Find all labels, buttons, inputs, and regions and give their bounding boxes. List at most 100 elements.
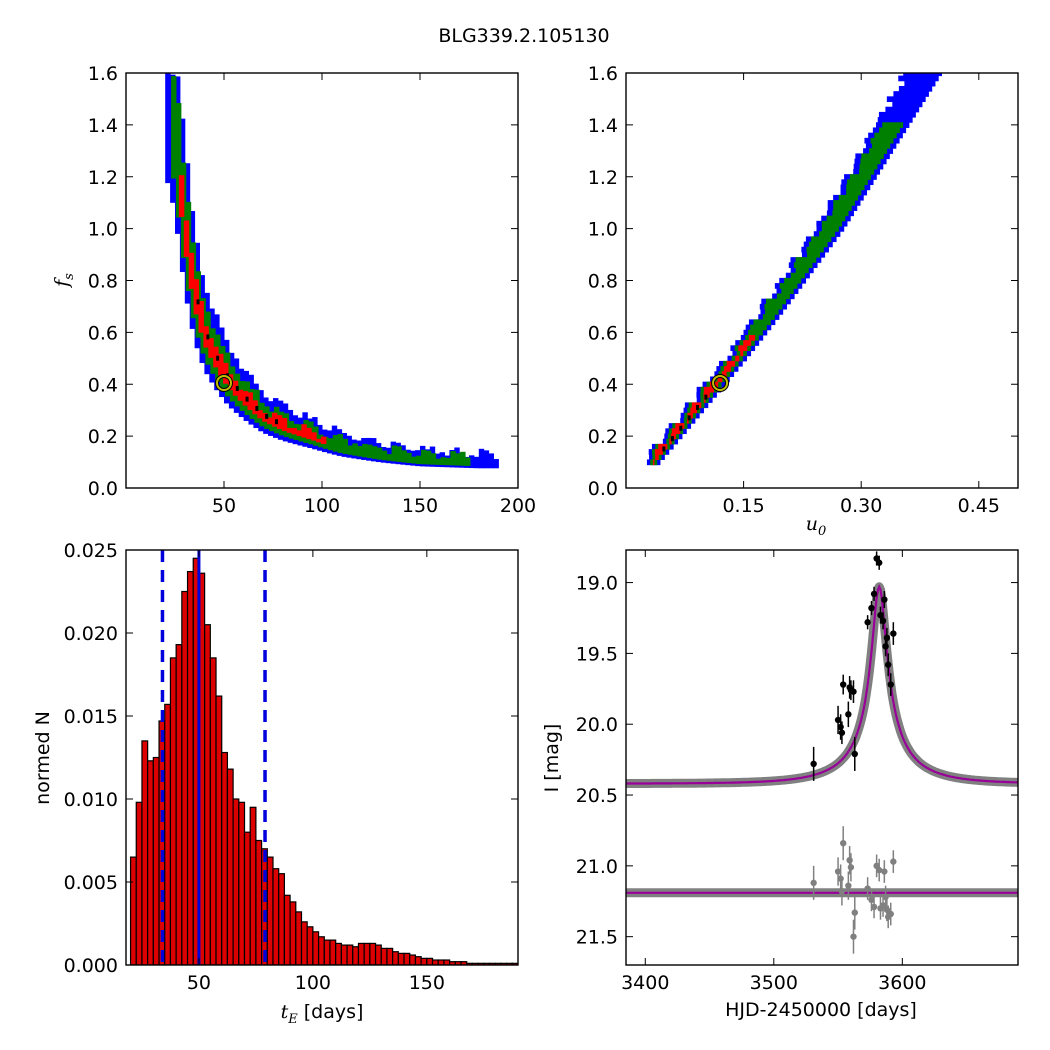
tE-histogram-xtick-label: 100: [295, 972, 331, 994]
residual-point: [845, 882, 852, 889]
fs-vs-tE-cell: [198, 300, 204, 333]
fs-vs-u0-cell: [859, 168, 875, 175]
fs-vs-u0-ytick-label: 1.4: [588, 115, 618, 137]
histogram-bar: [289, 901, 297, 965]
lightcurve-ytick-label: 19.5: [576, 643, 618, 665]
fs-vs-u0-ytick-label: 1.6: [588, 63, 618, 85]
fs-vs-tE-cell: [488, 453, 494, 469]
histogram-bar: [420, 957, 428, 965]
residual-point: [882, 893, 889, 901]
fs-vs-tE-cell: [193, 279, 200, 315]
histogram-bar: [186, 570, 194, 965]
histogram-bar: [437, 959, 445, 965]
fs-vs-tE-ytick-label: 0.4: [88, 374, 118, 396]
fs-vs-u0-cell: [869, 148, 888, 154]
fs-vs-tE-ytick-label: 0.6: [88, 322, 118, 344]
fs-vs-tE-xtick-label: 100: [304, 495, 340, 517]
fs-vs-tE-cell: [311, 432, 317, 441]
residual-point: [890, 858, 897, 865]
fs-vs-tE-cell: [291, 428, 298, 435]
data-point: [851, 750, 858, 758]
fs-vs-tE-cell: [281, 417, 288, 432]
histogram-bar: [152, 756, 160, 965]
fs-vs-u0-cell: [686, 417, 689, 424]
fs-vs-tE-cell: [425, 450, 432, 465]
lightcurve-ytick-label: 21.0: [576, 856, 618, 878]
fs-vs-u0-cell: [740, 350, 744, 357]
fs-vs-tE-cell: [411, 456, 417, 464]
histogram-bar: [272, 868, 280, 965]
tE-histogram-ytick-label: 0.005: [64, 872, 118, 894]
residual-point: [834, 868, 842, 875]
residual-point: [838, 888, 846, 895]
fs-vs-u0-black-cell: [670, 436, 674, 442]
fs-vs-tE-best-fit-ring: [216, 374, 232, 391]
fs-vs-u0-cell: [721, 371, 727, 377]
fs-vs-tE-cell: [208, 338, 214, 358]
fs-vs-u0-xtick-label: 0.30: [840, 495, 882, 517]
fs-vs-u0-cell: [898, 85, 933, 92]
fs-vs-tE-cell: [352, 443, 358, 456]
data-point: [864, 619, 871, 626]
fs-vs-tE-cell: [218, 353, 224, 376]
histogram-bar: [369, 942, 377, 965]
histogram-bar: [204, 624, 211, 965]
fs-vs-tE-ytick-label: 1.4: [88, 115, 118, 137]
data-point: [838, 729, 846, 736]
data-point: [890, 630, 897, 637]
fs-vs-tE-cell: [445, 457, 451, 466]
fs-vs-tE-cell: [213, 346, 219, 368]
fs-vs-u0-cell: [859, 163, 878, 170]
fs-vs-tE-black-cell: [235, 385, 239, 391]
fs-vs-tE-cell: [401, 450, 407, 463]
fs-vs-u0-cell: [743, 340, 752, 346]
fs-vs-tE-xtick-label: 150: [402, 495, 438, 517]
fs-vs-u0-cell: [703, 386, 714, 393]
fs-vs-u0-cell: [654, 449, 664, 455]
data-point: [834, 716, 842, 724]
lightcurve-ytick-label: 20.5: [576, 785, 618, 807]
tE-histogram-ytick-label: 0.020: [64, 623, 118, 645]
histogram-bar: [226, 768, 234, 965]
histogram-bar: [357, 942, 365, 965]
fs-vs-tE-cell: [178, 175, 185, 218]
fs-vs-u0-cell: [874, 132, 897, 139]
fs-vs-tE-cell: [242, 391, 249, 406]
fs-vs-tE-cell: [416, 455, 422, 465]
fs-vs-u0-cell: [655, 454, 659, 460]
histogram-bar: [397, 952, 405, 965]
fs-vs-u0-cell: [898, 75, 939, 82]
residual-point: [887, 910, 894, 918]
fs-vs-u0-cell: [762, 314, 775, 320]
fs-vs-tE-cell: [327, 438, 334, 451]
tE-histogram-ytick-label: 0.010: [64, 789, 118, 811]
histogram-bar: [300, 921, 308, 965]
fs-vs-tE-black-cell: [196, 299, 200, 305]
histogram-bar: [243, 831, 251, 965]
histogram-bar: [409, 954, 417, 965]
residual-point: [851, 909, 858, 916]
lightcurve-ytick-label: 20.0: [576, 714, 618, 736]
histogram-bar: [386, 947, 394, 965]
fs-vs-tE-cell: [478, 448, 485, 469]
fs-vs-u0-cell: [807, 251, 821, 258]
fs-vs-tE-cell: [357, 445, 363, 457]
fs-vs-u0-cell: [871, 143, 891, 149]
lightcurve-xtick-label: 3400: [621, 972, 669, 994]
residual-point: [881, 868, 888, 875]
lightcurve-xtick-label: 3600: [878, 972, 926, 994]
fs-vs-tE-cell: [381, 450, 388, 461]
fs-vs-tE-cell: [203, 326, 209, 348]
fs-vs-u0-cell: [833, 205, 852, 211]
data-point: [810, 760, 817, 768]
fs-vs-u0-cell: [703, 397, 706, 403]
lightcurve-plot-area: [626, 551, 1018, 954]
histogram-bar: [261, 848, 268, 965]
fs-vs-tE-plot-area: [165, 73, 499, 469]
fs-vs-u0-cell: [808, 241, 828, 248]
fs-vs-u0-cell: [811, 236, 832, 243]
fs-vs-u0-best-fit-ring: [712, 374, 729, 391]
fs-vs-tE-cell: [165, 73, 171, 184]
fs-vs-tE-cell: [257, 410, 263, 419]
fs-vs-u0-ytick-label: 0.2: [588, 426, 618, 448]
